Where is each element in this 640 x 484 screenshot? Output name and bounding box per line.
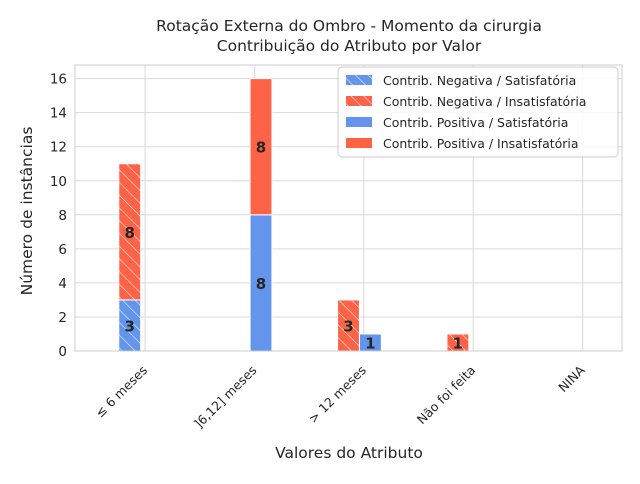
legend: Contrib. Negativa / Satisfatória Contrib.…: [337, 66, 619, 158]
bar-hatch: [337, 299, 360, 351]
plot-frame: [74, 64, 623, 352]
x-tick-label: Não foi feita: [414, 363, 479, 428]
y-tick-label: 2: [58, 310, 67, 326]
y-axis: 0 2 4 6 8 10 12 14 16: [50, 72, 67, 360]
y-tick-label: 12: [50, 140, 67, 156]
data-label: 1: [453, 334, 463, 352]
y-tick-label: 14: [50, 106, 67, 122]
legend-swatch-hatch: [346, 96, 372, 106]
bar-layer: [118, 78, 470, 352]
legend-swatch: [346, 138, 372, 148]
y-tick-label: 4: [58, 276, 67, 292]
data-label: 3: [343, 317, 353, 335]
legend-label: Contrib. Positiva / Insatisfatória: [383, 136, 579, 151]
legend-label: Contrib. Positiva / Satisfatória: [383, 115, 568, 130]
legend-label: Contrib. Negativa / Satisfatória: [383, 73, 576, 88]
legend-swatch: [346, 117, 372, 127]
x-tick-label: ]6,12] meses: [191, 363, 260, 432]
data-label: 8: [256, 139, 266, 157]
x-tick-label: > 12 meses: [305, 363, 369, 427]
y-tick-label: 16: [50, 72, 67, 88]
legend-swatch-hatch: [346, 75, 372, 85]
y-tick-label: 8: [58, 208, 67, 224]
data-label: 1: [365, 334, 375, 352]
x-tick-label: NINA: [555, 362, 588, 395]
data-label: 8: [256, 275, 266, 293]
chart-title-line-2: Contribuição do Atributo por Valor: [217, 37, 482, 55]
y-tick-label: 6: [58, 242, 67, 258]
y-tick-label: 10: [50, 174, 67, 190]
bar-hatch: [446, 333, 469, 351]
legend-label: Contrib. Negativa / Insatisfatória: [383, 94, 586, 109]
data-label: 3: [124, 317, 134, 335]
chart-title-line-1: Rotação Externa do Ombro - Momento da ci…: [156, 17, 542, 35]
x-tick-label: ≤ 6 meses: [92, 363, 150, 421]
bar-hatch: [118, 299, 141, 351]
x-axis: ≤ 6 meses ]6,12] meses > 12 meses Não foi f…: [92, 362, 588, 431]
bar-hatch: [118, 163, 141, 300]
bar-segment: [249, 78, 273, 216]
y-axis-label: Número de instâncias: [18, 127, 36, 296]
x-axis-label: Valores do Atributo: [275, 444, 423, 462]
legend-box: [337, 66, 619, 158]
y-tick-label: 0: [58, 344, 67, 360]
data-label: 8: [124, 224, 134, 242]
